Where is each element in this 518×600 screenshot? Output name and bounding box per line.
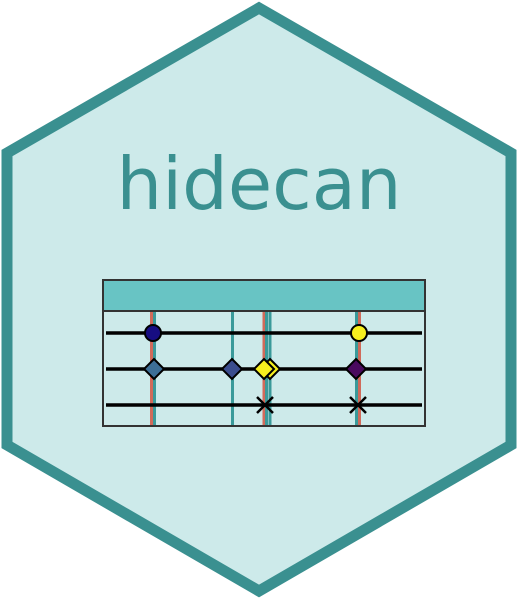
diamond-marker-blue <box>142 357 166 381</box>
cross-marker-2 <box>349 396 367 414</box>
logo-title: hidecan <box>117 142 402 226</box>
mini-plot <box>102 279 426 427</box>
plot-panel-outline <box>102 310 426 427</box>
diamond-marker-yellow <box>252 357 276 381</box>
diamond-marker-slate <box>220 357 244 381</box>
plot-panel-header <box>102 279 426 312</box>
cross-marker-1 <box>256 396 274 414</box>
diamond-marker-purple <box>344 357 368 381</box>
circle-marker-yellow <box>350 324 368 342</box>
circle-marker-navy <box>144 324 162 342</box>
